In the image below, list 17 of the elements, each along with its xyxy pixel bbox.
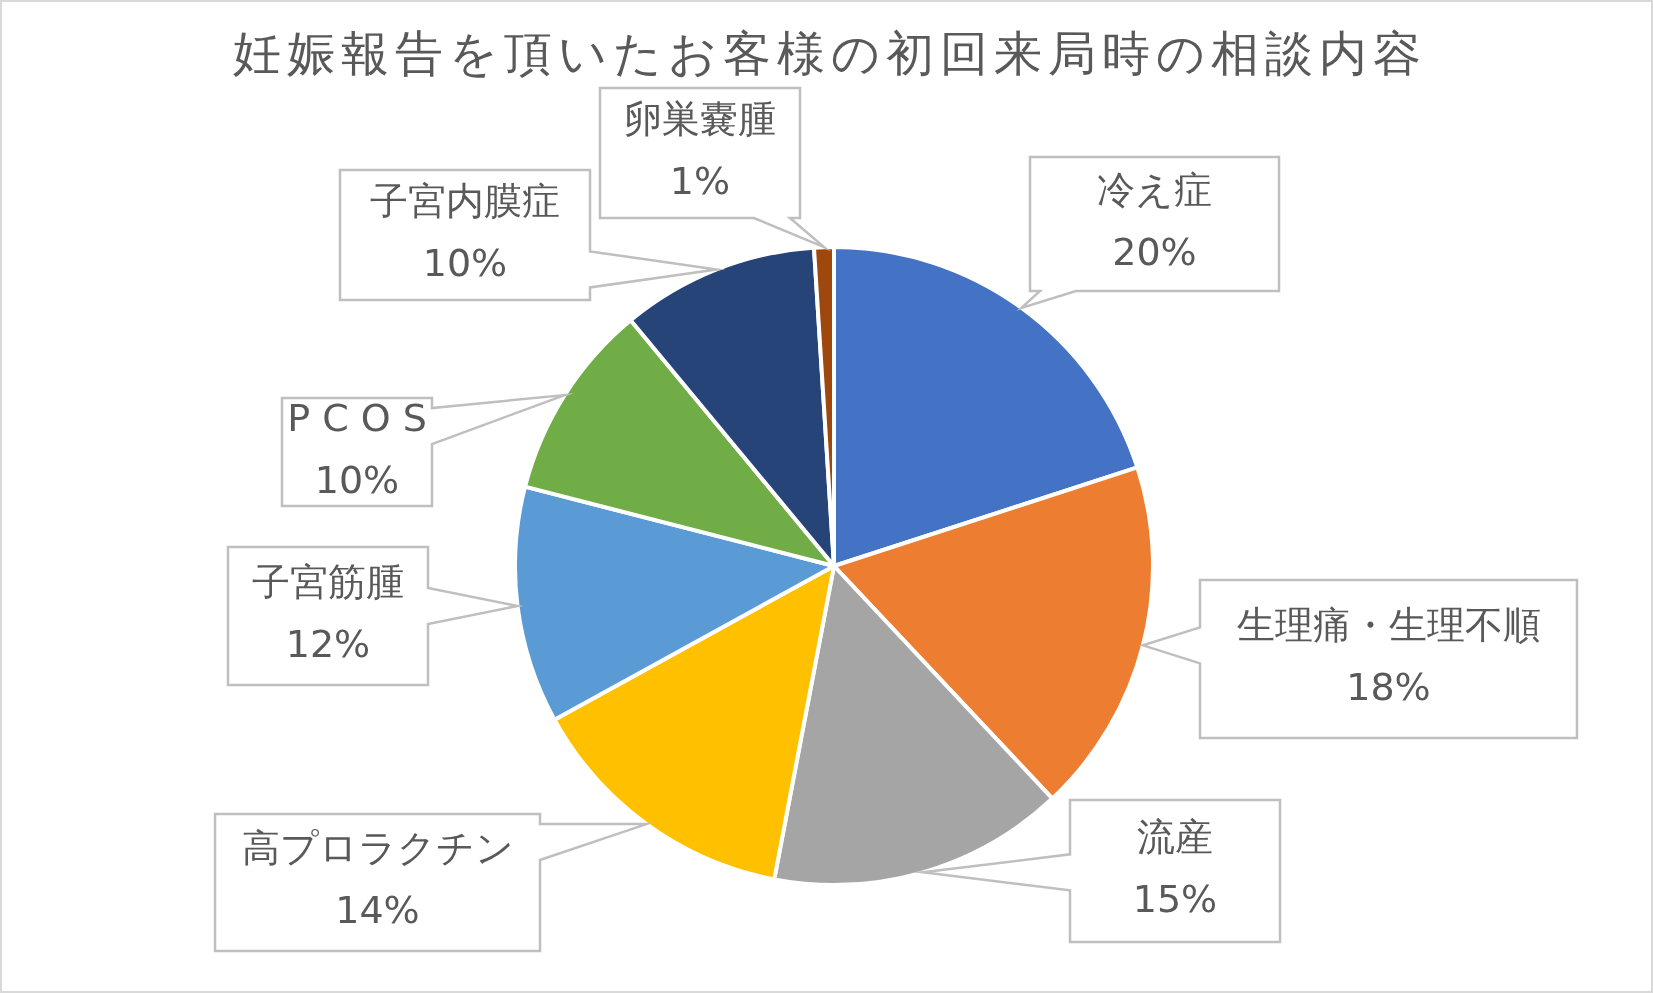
data-label: 1% <box>669 158 731 203</box>
slice-label: P C O S <box>287 395 427 440</box>
data-label: 15% <box>1132 876 1218 921</box>
slice-label: 子宮筋腫 <box>252 559 404 604</box>
data-label: 18% <box>1346 664 1431 709</box>
data-label: 14% <box>335 888 420 933</box>
slice-label: 生理痛・生理不順 <box>1236 602 1541 647</box>
slice-label: 冷え症 <box>1097 167 1212 212</box>
data-label: 10% <box>314 457 400 502</box>
slice-label: 流産 <box>1137 814 1213 859</box>
slice-label: 子宮内膜症 <box>370 178 560 223</box>
data-label: 20% <box>1112 229 1197 274</box>
data-label: 10% <box>422 240 508 285</box>
slice-label: 高プロラクチン <box>241 826 514 871</box>
slice-label: 卵巣嚢腫 <box>624 96 776 141</box>
data-label: 12% <box>285 621 371 666</box>
chart-title: 妊娠報告を頂いたお客様の初回来局時の相談内容 <box>232 25 1427 82</box>
